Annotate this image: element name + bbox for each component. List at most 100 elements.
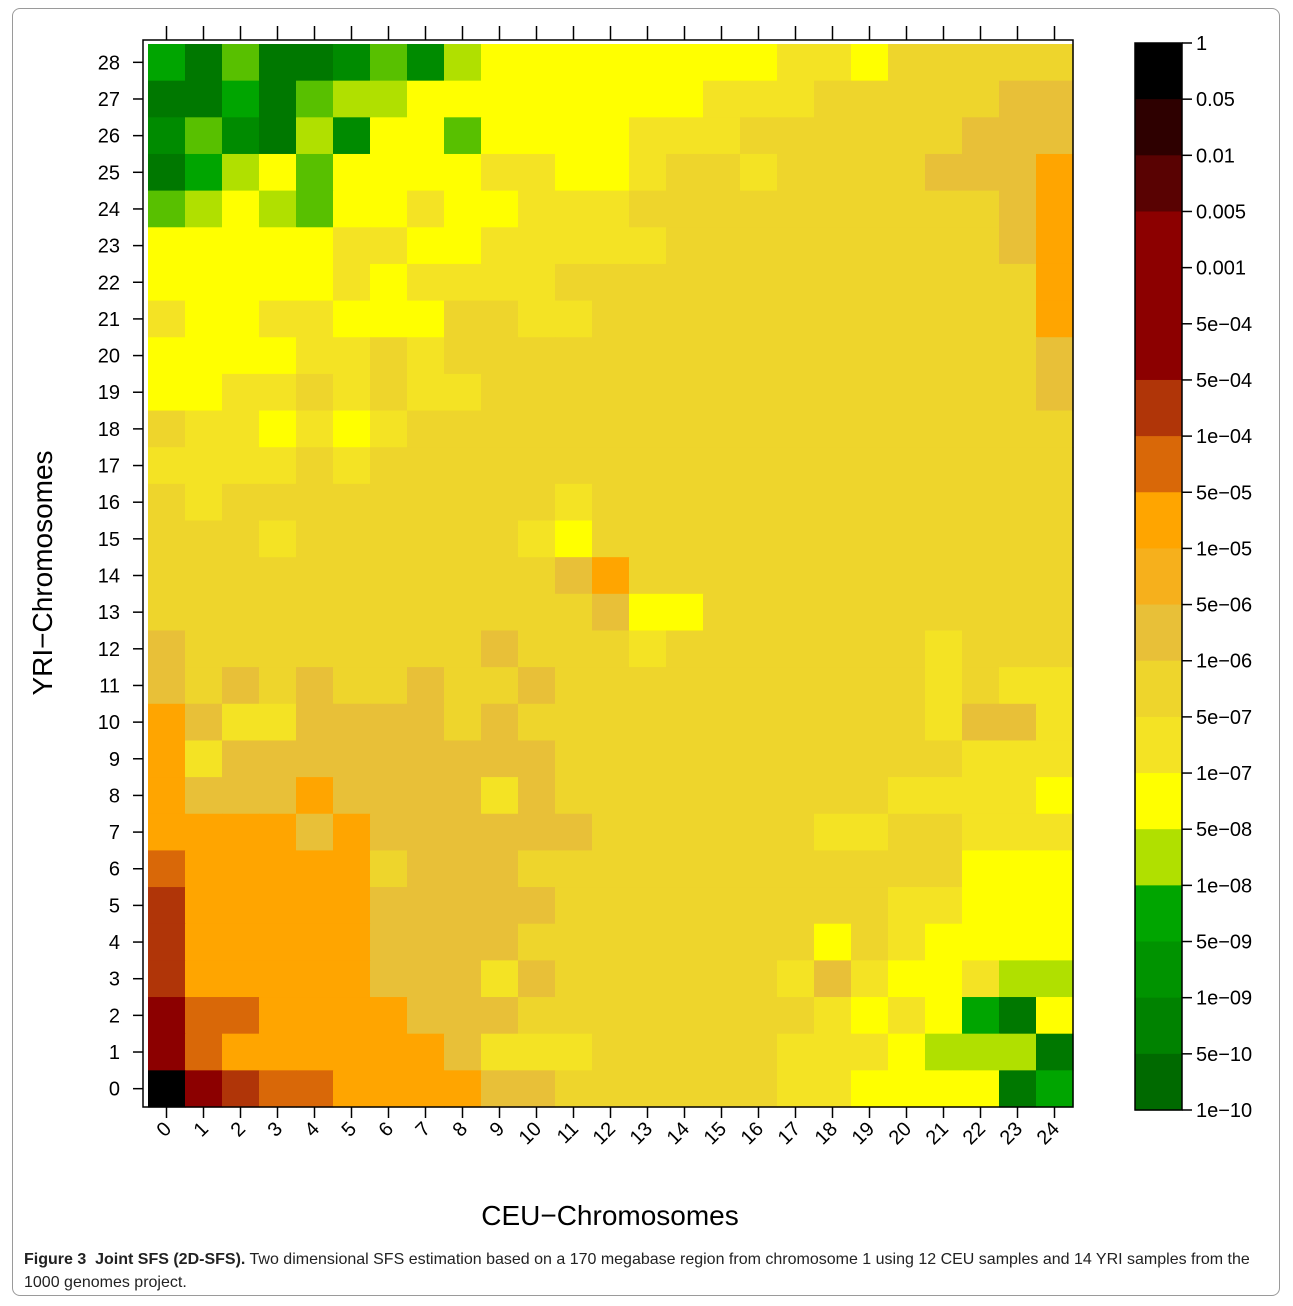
heatmap-cell-22-13	[962, 593, 1000, 632]
heatmap-cell-16-23	[740, 227, 778, 265]
heatmap-cell-23-24	[999, 190, 1037, 228]
heatmap-cell-1-8	[185, 777, 223, 815]
heatmap-cell-4-7	[296, 813, 334, 852]
heatmap-cell-9-1	[481, 1033, 519, 1071]
heatmap-cell-17-15	[777, 520, 815, 558]
heatmap-cell-2-28	[222, 44, 260, 82]
heatmap-cell-11-10	[555, 703, 593, 742]
heatmap-cell-2-26	[222, 117, 260, 155]
heatmap-cell-0-22	[148, 263, 186, 302]
heatmap-cell-9-0	[481, 1070, 519, 1108]
heatmap-cell-21-12	[925, 630, 963, 668]
heatmap-cell-7-18	[407, 410, 445, 448]
heatmap-cell-19-3	[851, 960, 889, 998]
x-tick-label-23: 23	[996, 1118, 1027, 1149]
x-tick-label-17: 17	[774, 1118, 805, 1149]
x-tick-label-10: 10	[515, 1118, 546, 1149]
heatmap-cell-19-18	[851, 410, 889, 448]
heatmap-cell-2-21	[222, 300, 260, 338]
colorbar-label-8: 5e−05	[1196, 482, 1252, 504]
heatmap-cell-5-7	[333, 813, 371, 852]
heatmap-cell-9-10	[481, 703, 519, 742]
heatmap-cell-20-12	[888, 630, 926, 668]
heatmap-cell-19-2	[851, 997, 889, 1035]
heatmap-cell-23-6	[999, 850, 1037, 888]
heatmap-cell-0-28	[148, 44, 186, 82]
heatmap-cell-20-6	[888, 850, 926, 888]
heatmap-cell-2-13	[222, 593, 260, 632]
heatmap-cell-18-13	[814, 593, 852, 632]
heatmap-cell-15-18	[703, 410, 741, 448]
heatmap-cell-18-2	[814, 997, 852, 1035]
heatmap-cell-1-16	[185, 483, 223, 522]
x-tick-label-24: 24	[1033, 1118, 1064, 1149]
heatmap-cell-3-1	[259, 1033, 297, 1071]
heatmap-cell-9-17	[481, 447, 519, 485]
heatmap-cell-18-4	[814, 923, 852, 961]
heatmap-cell-19-21	[851, 300, 889, 338]
heatmap-cell-20-5	[888, 887, 926, 925]
heatmap-cell-0-15	[148, 520, 186, 558]
heatmap-cell-12-13	[592, 593, 630, 632]
colorbar-label-13: 1e−07	[1196, 763, 1252, 785]
heatmap-cell-9-12	[481, 630, 519, 668]
heatmap-cell-10-6	[518, 850, 556, 888]
heatmap-cell-14-13	[666, 593, 704, 632]
heatmap-cell-3-16	[259, 483, 297, 522]
heatmap-cell-10-14	[518, 557, 556, 595]
heatmap-cell-5-13	[333, 593, 371, 632]
heatmap-cell-13-14	[629, 557, 667, 595]
heatmap-cell-3-25	[259, 153, 297, 192]
heatmap-cell-20-25	[888, 153, 926, 192]
heatmap-cell-8-16	[444, 483, 482, 522]
heatmap-cell-1-19	[185, 373, 223, 412]
heatmap-cell-5-2	[333, 997, 371, 1035]
heatmap-cell-14-12	[666, 630, 704, 668]
heatmap-cell-17-27	[777, 80, 815, 118]
heatmap-cell-11-4	[555, 923, 593, 961]
heatmap-cell-12-5	[592, 887, 630, 925]
heatmap-cell-14-6	[666, 850, 704, 888]
y-tick-label-13: 13	[98, 602, 120, 624]
heatmap-cell-17-10	[777, 703, 815, 742]
heatmap-cell-21-16	[925, 483, 963, 522]
heatmap-cell-17-19	[777, 373, 815, 412]
heatmap-cell-22-23	[962, 227, 1000, 265]
heatmap-cell-12-9	[592, 740, 630, 778]
heatmap-cell-18-1	[814, 1033, 852, 1071]
heatmap-cell-14-26	[666, 117, 704, 155]
heatmap-cell-6-16	[370, 483, 408, 522]
heatmap-cell-5-14	[333, 557, 371, 595]
y-tick-label-4: 4	[109, 932, 120, 954]
heatmap-cell-5-11	[333, 667, 371, 705]
heatmap-cell-13-20	[629, 337, 667, 375]
heatmap-cell-3-18	[259, 410, 297, 448]
heatmap-cell-9-20	[481, 337, 519, 375]
heatmap-cell-4-24	[296, 190, 334, 228]
colorbar-label-1: 0.05	[1196, 89, 1235, 111]
y-tick-label-22: 22	[98, 272, 120, 294]
y-tick-label-19: 19	[98, 382, 120, 404]
heatmap-cell-21-26	[925, 117, 963, 155]
heatmap-cell-12-10	[592, 703, 630, 742]
heatmap-cell-22-7	[962, 813, 1000, 852]
heatmap-cell-2-11	[222, 667, 260, 705]
heatmap-cell-0-10	[148, 703, 186, 742]
x-tick-label-19: 19	[848, 1118, 879, 1149]
heatmap-cell-4-3	[296, 960, 334, 998]
y-tick-label-28: 28	[98, 52, 120, 74]
heatmap-cell-8-14	[444, 557, 482, 595]
heatmap-cell-4-11	[296, 667, 334, 705]
heatmap-cell-1-5	[185, 887, 223, 925]
heatmap-cell-19-12	[851, 630, 889, 668]
heatmap-cell-3-2	[259, 997, 297, 1035]
heatmap-cell-1-1	[185, 1033, 223, 1071]
heatmap-cell-20-20	[888, 337, 926, 375]
heatmap-cell-17-20	[777, 337, 815, 375]
heatmap-cell-6-13	[370, 593, 408, 632]
heatmap-cell-23-10	[999, 703, 1037, 742]
heatmap-cell-24-26	[1036, 117, 1074, 155]
heatmap-cell-7-0	[407, 1070, 445, 1108]
heatmap-cell-9-28	[481, 44, 519, 82]
